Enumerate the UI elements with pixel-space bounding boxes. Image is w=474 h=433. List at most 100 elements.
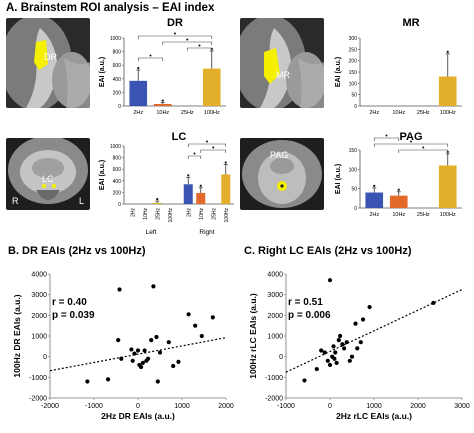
pag-x-tick-label: 100Hz [440, 212, 456, 218]
lc-significance-marker [206, 140, 208, 143]
scatter-c-point [314, 366, 319, 372]
mr-x-tick-label: 25Hz [417, 110, 430, 116]
lc-outlier-dot [187, 174, 190, 177]
panel-a-title: A. Brainstem ROI analysis – EAI index [6, 2, 215, 14]
scatter-c-point [341, 346, 347, 351]
lc-chart-title: LC [172, 131, 187, 143]
lc-significance-marker [212, 146, 215, 149]
mr-y-tick-label: 100 [349, 81, 358, 87]
pag-bar-100hz [438, 165, 457, 208]
scatter-b-y-tick-label: -1000 [29, 375, 47, 382]
scatter-b-point [193, 323, 198, 328]
dr-significance-marker [149, 54, 152, 57]
scatter-b-point [155, 379, 160, 384]
pag-outlier-dot [397, 188, 400, 191]
scatter-b-point [140, 360, 145, 365]
scatter-c-point [347, 358, 352, 363]
dr-y-tick-label: 200 [113, 90, 122, 96]
dr-y-tick-label: 0 [118, 104, 121, 110]
scatter-c-point [319, 348, 324, 353]
lc-group-label: Right [199, 229, 214, 236]
lc-y-axis-label: EAI (a.u.) [99, 160, 106, 190]
scatter-b-point [176, 359, 181, 364]
lc-outlier-dot [156, 198, 159, 201]
lc-x-tick-label: 100Hz [168, 208, 174, 223]
scatter-b-y-axis-label: 100Hz DR EAIs (a.u.) [12, 294, 22, 377]
lc-significance-bracket [200, 149, 227, 153]
pag-bar-2hz [365, 192, 384, 208]
panel-c-stat-p: p = 0.006 [288, 310, 331, 321]
lc-x-tick-label: 10Hz [199, 208, 205, 220]
scatter-c-point [344, 340, 349, 345]
scatter-c-point [336, 338, 341, 343]
lc-bar-2hz [183, 184, 193, 204]
scatter-c-point [355, 346, 360, 351]
pag-significance-bracket [373, 143, 449, 147]
dr-x-tick-label: 2Hz [133, 110, 143, 116]
mr-y-tick-label: 250 [349, 47, 358, 53]
mr-outlier-dot [446, 50, 449, 53]
mr-bar-100hz [438, 76, 457, 106]
scatter-b-y-tick-label: -2000 [29, 396, 47, 403]
lc-x-tick-label: 25Hz [211, 208, 217, 220]
dr-bar-100hz [202, 68, 221, 106]
lc-y-tick-label: 600 [113, 167, 122, 173]
scatter-c-x-tick-label: 3000 [454, 403, 470, 410]
mr-y-tick-label: 0 [354, 104, 357, 110]
dr-x-tick-label: 10Hz [156, 110, 169, 116]
dr-significance-marker [198, 44, 201, 47]
pag-roi-label: PAG [270, 150, 288, 160]
scatter-b-point [149, 338, 154, 343]
scatter-b-x-axis-label: 2Hz DR EAIs (a.u.) [101, 411, 175, 421]
dr-significance-marker [186, 38, 189, 41]
pag-y-tick-label: 100 [349, 167, 358, 173]
lc-bar-100hz [221, 174, 231, 204]
scatter-c-x-tick-label: 1000 [366, 403, 382, 410]
scatter-b-point [138, 364, 144, 370]
pag-bar-chart: PAG 0 50 100 150 EAI (a.u.) 2Hz 10Hz 25Hz 100Hz [335, 131, 462, 218]
lc-side-right-label: R [12, 196, 19, 206]
pag-bar-10hz [389, 195, 408, 208]
scatter-c-x-tick-label: 0 [328, 403, 332, 410]
lc-outlier-dot [224, 161, 227, 164]
panel-c-title: C. Right LC EAIs (2Hz vs 100Hz) [244, 245, 412, 257]
pag-brain-image: PAG [240, 138, 324, 210]
lc-bar-chart: LC 0 200 400 600 800 1000 EAI (a.u.) 2Hz 10Hz 25Hz… [99, 131, 234, 236]
mr-chart-title: MR [402, 17, 419, 29]
scatter-c-trendline [285, 288, 463, 373]
scatter-b-point [117, 287, 122, 292]
dr-significance-marker [174, 32, 176, 35]
scatter-c-point [360, 317, 366, 322]
scatter-b-point [157, 350, 163, 355]
scatter-b-y-tick-label: 1000 [31, 334, 47, 341]
pag-significance-marker [410, 140, 412, 143]
scatter-c-point [327, 278, 333, 283]
lc-y-tick-label: 800 [113, 156, 122, 162]
scatter-c-point [302, 378, 307, 383]
dr-significance-bracket [162, 41, 213, 45]
lc-x-tick-label: 100Hz [224, 208, 230, 223]
scatter-c-point [325, 358, 330, 363]
scatter-c-point [353, 321, 358, 326]
pag-axial-slice: PAG [242, 140, 322, 208]
mr-sagittal-slice: MR [240, 18, 324, 108]
scatter-c-x-axis-label: 2Hz rLC EAIs (a.u.) [336, 411, 412, 421]
scatter-c-point [358, 340, 363, 345]
pag-x-tick-label: 2Hz [369, 212, 379, 218]
lc-x-tick-label: 10Hz [143, 208, 149, 220]
lc-group-label: Left [146, 229, 157, 236]
scatter-b-point [146, 356, 151, 361]
scatter-c-x-tick-label: -1000 [277, 403, 295, 410]
scatter-c-point [327, 362, 333, 368]
mr-y-tick-label: 150 [349, 70, 358, 76]
pag-outlier-dot [373, 184, 376, 187]
pag-y-tick-label: 50 [351, 187, 357, 193]
scatter-c-y-tick-label: 4000 [267, 272, 283, 279]
pag-y-axis-label: EAI (a.u.) [335, 164, 342, 194]
scatter-b-x-tick-label: 1000 [174, 403, 190, 410]
mr-y-axis-label: EAI (a.u.) [335, 57, 342, 87]
scatter-b-point [171, 363, 176, 369]
scatter-b-point [85, 379, 90, 384]
scatter-b-point [151, 284, 156, 289]
dr-y-tick-label: 600 [113, 63, 122, 69]
